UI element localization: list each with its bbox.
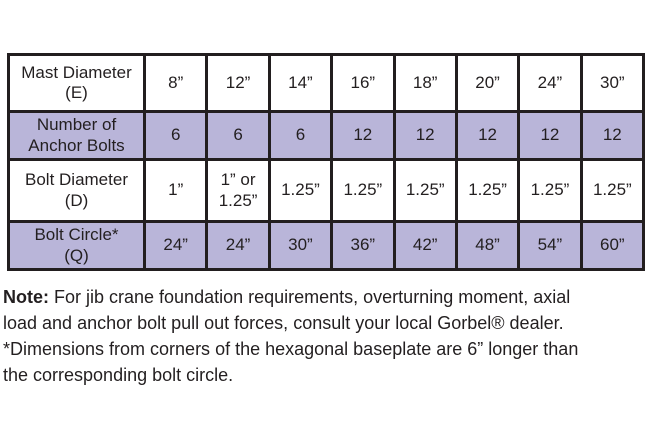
note-line-4: the corresponding bolt circle. bbox=[3, 365, 234, 385]
note-line-1-text: For jib crane foundation requirements, o… bbox=[49, 287, 571, 307]
note-line-2: load and anchor bolt pull out forces, co… bbox=[3, 313, 564, 333]
table-cell: 12 bbox=[330, 110, 396, 161]
footnote-block: Note: For jib crane foundation requireme… bbox=[3, 284, 578, 388]
row-header-bolt-diameter: Bolt Diameter (D) bbox=[7, 158, 146, 223]
table-cell: 6 bbox=[142, 110, 209, 161]
note-line-3: *Dimensions from corners of the hexagona… bbox=[3, 339, 579, 359]
table-cell: 14” bbox=[267, 53, 334, 113]
table-cell: 1.25” bbox=[330, 158, 396, 223]
table-cell: 24” bbox=[142, 220, 209, 271]
table-cell: 12 bbox=[517, 110, 583, 161]
table-cell: 24” bbox=[205, 220, 271, 271]
table-cell: 20” bbox=[454, 53, 521, 113]
table-cell: 1.25” bbox=[267, 158, 334, 223]
table-cell: 60” bbox=[579, 220, 646, 271]
table-cell: 1.25” bbox=[454, 158, 521, 223]
table-cell: 1.25” bbox=[579, 158, 646, 223]
table-cell: 16” bbox=[330, 53, 396, 113]
table-cell: 24” bbox=[517, 53, 583, 113]
table-cell: 1” bbox=[142, 158, 209, 223]
table-cell: 12 bbox=[579, 110, 646, 161]
table-cell: 36” bbox=[330, 220, 396, 271]
table-cell: 1.25” bbox=[517, 158, 583, 223]
table-cell: 48” bbox=[454, 220, 521, 271]
table-row-bolt-diameter: Bolt Diameter (D) 1” 1” or 1.25” 1.25” 1… bbox=[7, 158, 646, 223]
table-cell: 1” or 1.25” bbox=[205, 158, 271, 223]
table-row-mast-diameter: Mast Diameter (E) 8” 12” 14” 16” 18” 20”… bbox=[7, 53, 646, 113]
table-row-anchor-bolts: Number of Anchor Bolts 6 6 6 12 12 12 12… bbox=[7, 110, 646, 161]
row-header-mast-diameter: Mast Diameter (E) bbox=[7, 53, 146, 113]
table-cell: 6 bbox=[267, 110, 334, 161]
table-cell: 30” bbox=[579, 53, 646, 113]
table-cell: 54” bbox=[517, 220, 583, 271]
note-line-1: Note: For jib crane foundation requireme… bbox=[3, 284, 578, 310]
table-cell: 12 bbox=[454, 110, 521, 161]
table-cell: 12 bbox=[392, 110, 458, 161]
table-cell: 8” bbox=[142, 53, 209, 113]
spec-table: Mast Diameter (E) 8” 12” 14” 16” 18” 20”… bbox=[7, 53, 646, 271]
table-cell: 12” bbox=[205, 53, 271, 113]
table-cell: 18” bbox=[392, 53, 458, 113]
table-cell: 6 bbox=[205, 110, 271, 161]
table-cell: 42” bbox=[392, 220, 458, 271]
table-cell: 1.25” bbox=[392, 158, 458, 223]
note-label: Note: bbox=[3, 287, 49, 307]
row-header-anchor-bolts: Number of Anchor Bolts bbox=[7, 110, 146, 161]
row-header-bolt-circle: Bolt Circle* (Q) bbox=[7, 220, 146, 271]
table-row-bolt-circle: Bolt Circle* (Q) 24” 24” 30” 36” 42” 48”… bbox=[7, 220, 646, 271]
table-cell: 30” bbox=[267, 220, 334, 271]
